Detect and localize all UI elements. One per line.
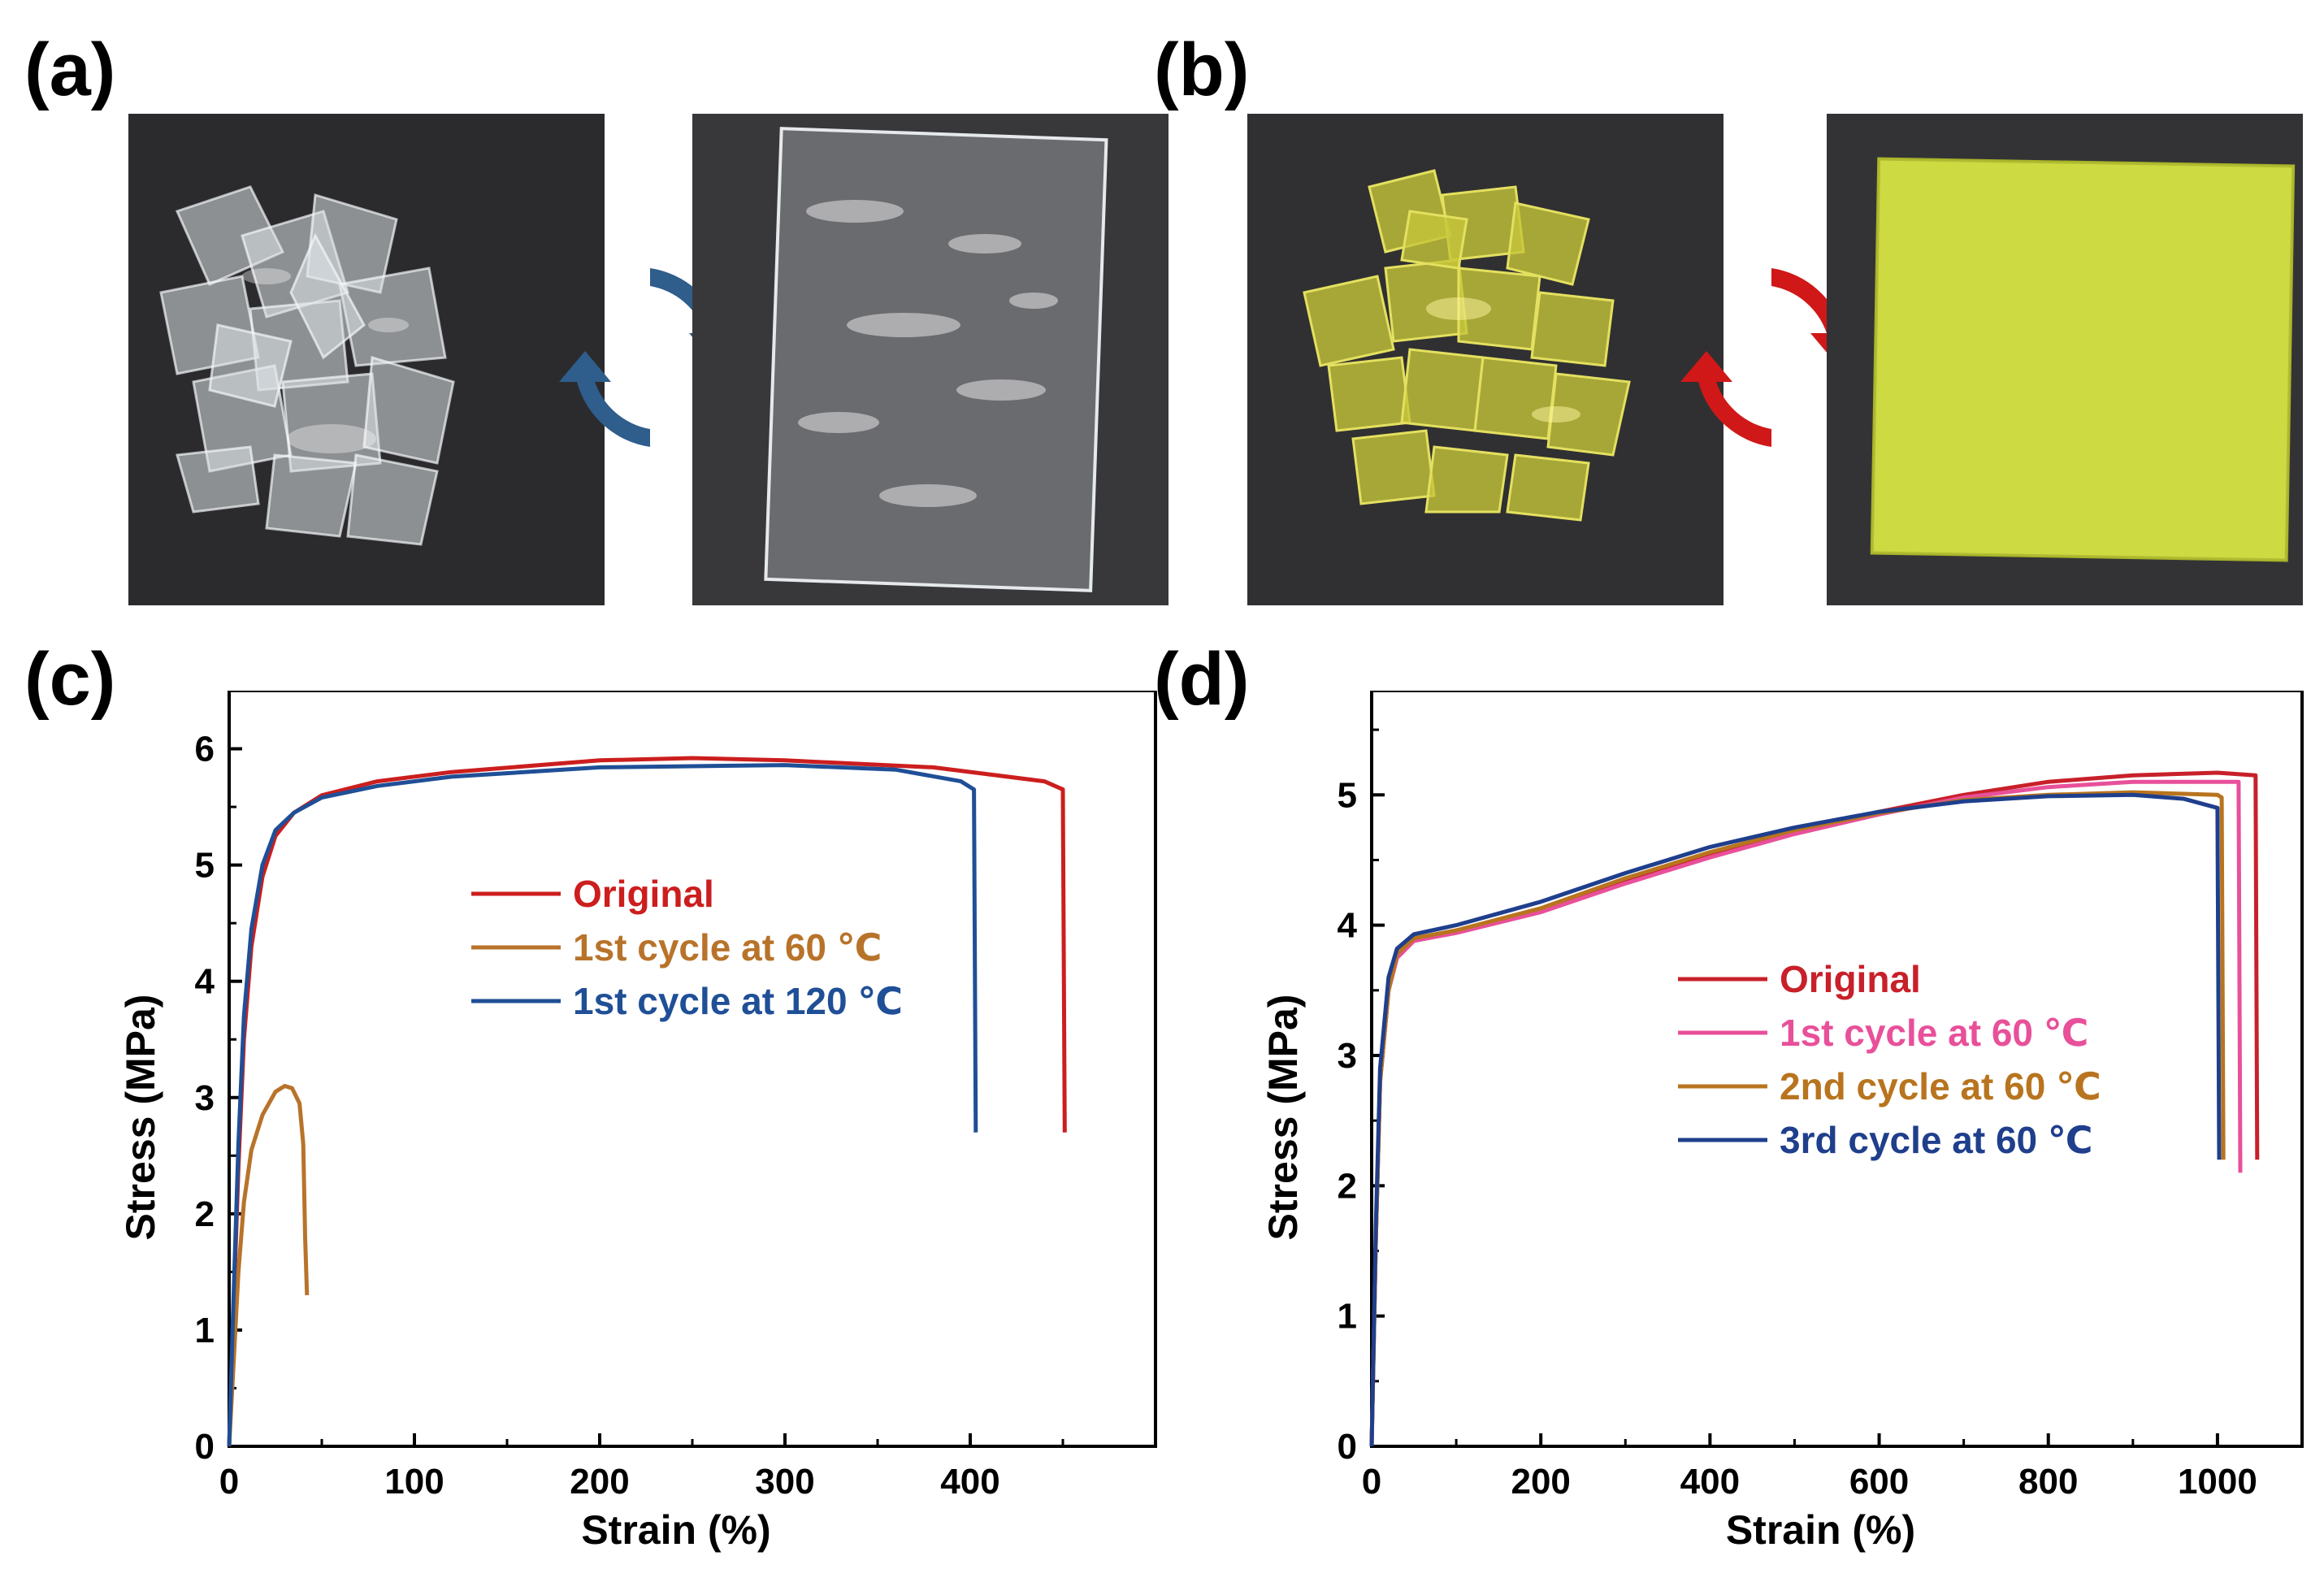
chart-c-x-axis-label: Strain (%) [581,1507,770,1553]
panel-label-a: (a) [24,28,116,111]
chart-c-y-tick-label: 3 [195,1078,215,1118]
chart-d-legend-label-2: 1st cycle at 60 ℃ [1780,1012,2089,1054]
panel-label-c: (c) [24,638,116,721]
chart-d-x-tick-label: 1000 [2178,1462,2257,1502]
photo-a-film [692,114,1169,605]
chart-d-y-tick-label: 3 [1338,1036,1357,1076]
chart-d-y-tick-label: 1 [1338,1297,1357,1337]
chart-c-legend-label-2: 1st cycle at 60 ℃ [573,926,882,969]
chart-c-legend-label-3: 1st cycle at 120 ℃ [573,980,903,1022]
chart-d-series-line-4 [1369,792,2222,1447]
chart-d-y-tick-label: 5 [1338,775,1357,815]
chart-d-y-tick-label: 0 [1338,1427,1357,1467]
chart-c-x-tick-label: 100 [384,1462,444,1502]
chart-d-legend-label-3: 2nd cycle at 60 ℃ [1780,1065,2101,1107]
chart-d-series-line-1 [1369,770,2260,1447]
chart-c-y-tick-label: 6 [195,730,215,769]
chart-c-x-tick-label: 400 [940,1462,999,1502]
chart-c-y-tick-label: 5 [195,846,215,886]
chart-c-x-tick-label: 300 [755,1462,814,1502]
panel-label-b: (b) [1154,28,1250,111]
chart-d-x-tick-label: 800 [2018,1462,2078,1502]
chart-c-y-tick-label: 0 [195,1427,215,1467]
chart-c-legend-label-1: Original [573,873,714,915]
chart-d-y-tick-label: 2 [1338,1166,1357,1206]
chart-c: 0 100 200 300 400 0 1 2 3 4 5 6 Strain (%) Stress (MP… [122,691,1157,1553]
chart-c-series-line-3 [227,763,978,1447]
chart-d-x-tick-label: 0 [1362,1462,1381,1502]
chart-c-x-tick-label: 0 [219,1462,239,1502]
chart-d: 0 200 400 600 800 1000 0 1 2 3 4 5 Strain (%) Stress … [1260,691,2304,1553]
photo-b-fragments [1247,114,1723,605]
chart-d-plot-frame [1370,691,2304,1448]
chart-d-y-axis-label: Stress (MPa) [1260,995,1306,1241]
chart-c-series-line-2 [227,1084,310,1447]
chart-d-legend-label-1: Original [1780,958,1921,1000]
chart-c-y-axis-label: Stress (MPa) [122,995,163,1241]
panel-label-d: (d) [1154,638,1250,721]
chart-d-legend-label-4: 3rd cycle at 60 ℃ [1780,1119,2093,1161]
photo-b-film [1827,114,2303,605]
chart-d-y-tick-label: 4 [1338,906,1358,946]
chart-d-series-line-2 [1369,779,2243,1447]
chart-d-x-tick-label: 600 [1849,1462,1909,1502]
chart-d-x-tick-label: 200 [1511,1462,1570,1502]
chart-c-series-line-1 [227,756,1067,1447]
chart-c-x-tick-label: 200 [570,1462,629,1502]
photo-a-fragments [128,114,605,605]
chart-d-x-axis-label: Strain (%) [1726,1507,1915,1553]
chart-c-plot-frame [228,691,1157,1448]
chart-c-y-tick-label: 1 [195,1311,215,1350]
chart-c-y-tick-label: 2 [195,1194,215,1234]
chart-d-x-tick-label: 400 [1680,1462,1740,1502]
chart-c-y-tick-label: 4 [195,962,215,1002]
